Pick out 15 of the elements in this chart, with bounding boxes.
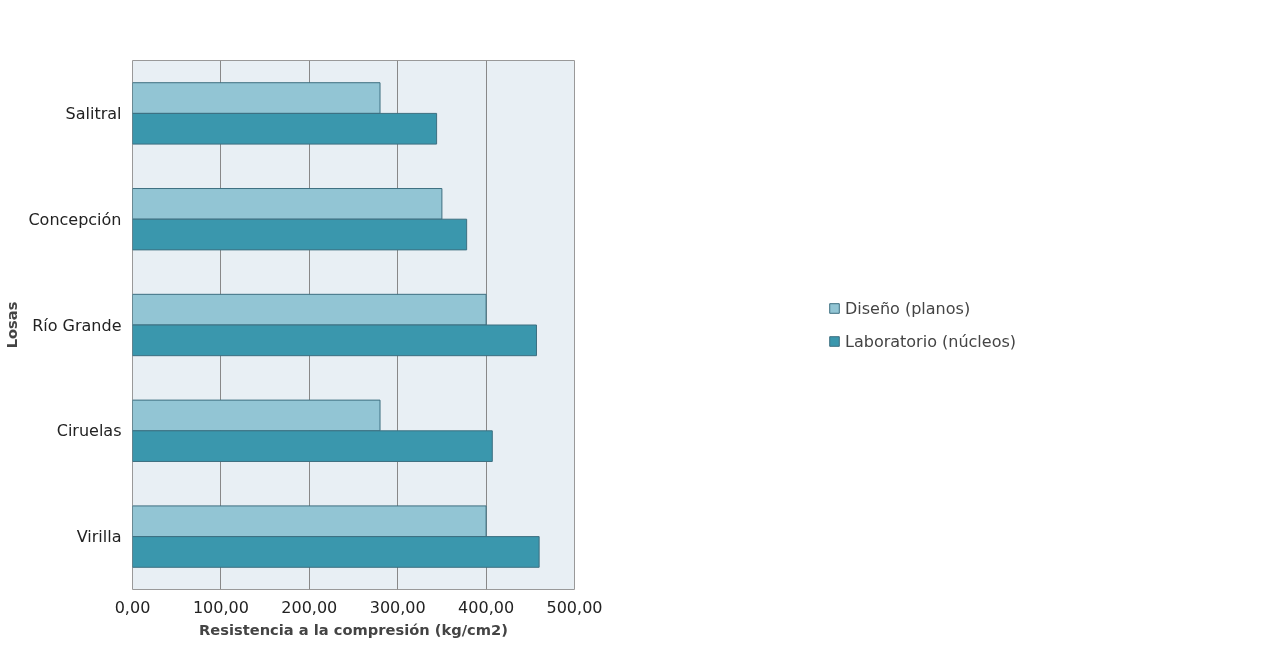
y-tick-label: Salitral [65,103,122,123]
y-tick-label: Ciruelas [56,421,122,441]
x-tick-label: 300,00 [369,597,426,617]
x-axis-title: Resistencia a la compresión (kg/cm2) [199,620,508,638]
x-tick-label: 100,00 [192,597,249,617]
legend-label: Diseño (planos) [845,298,971,318]
y-tick-label: Virilla [76,527,122,547]
x-tick-label: 500,00 [546,597,603,617]
y-axis-title: Losas [3,301,21,349]
x-tick-label: 0,00 [114,597,151,617]
x-tick-label: 200,00 [281,597,338,617]
y-tick-label: Río Grande [32,315,122,335]
y-tick-label: Concepción [28,209,122,229]
legend-label: Laboratorio (núcleos) [845,331,1016,351]
x-tick-label: 400,00 [458,597,515,617]
